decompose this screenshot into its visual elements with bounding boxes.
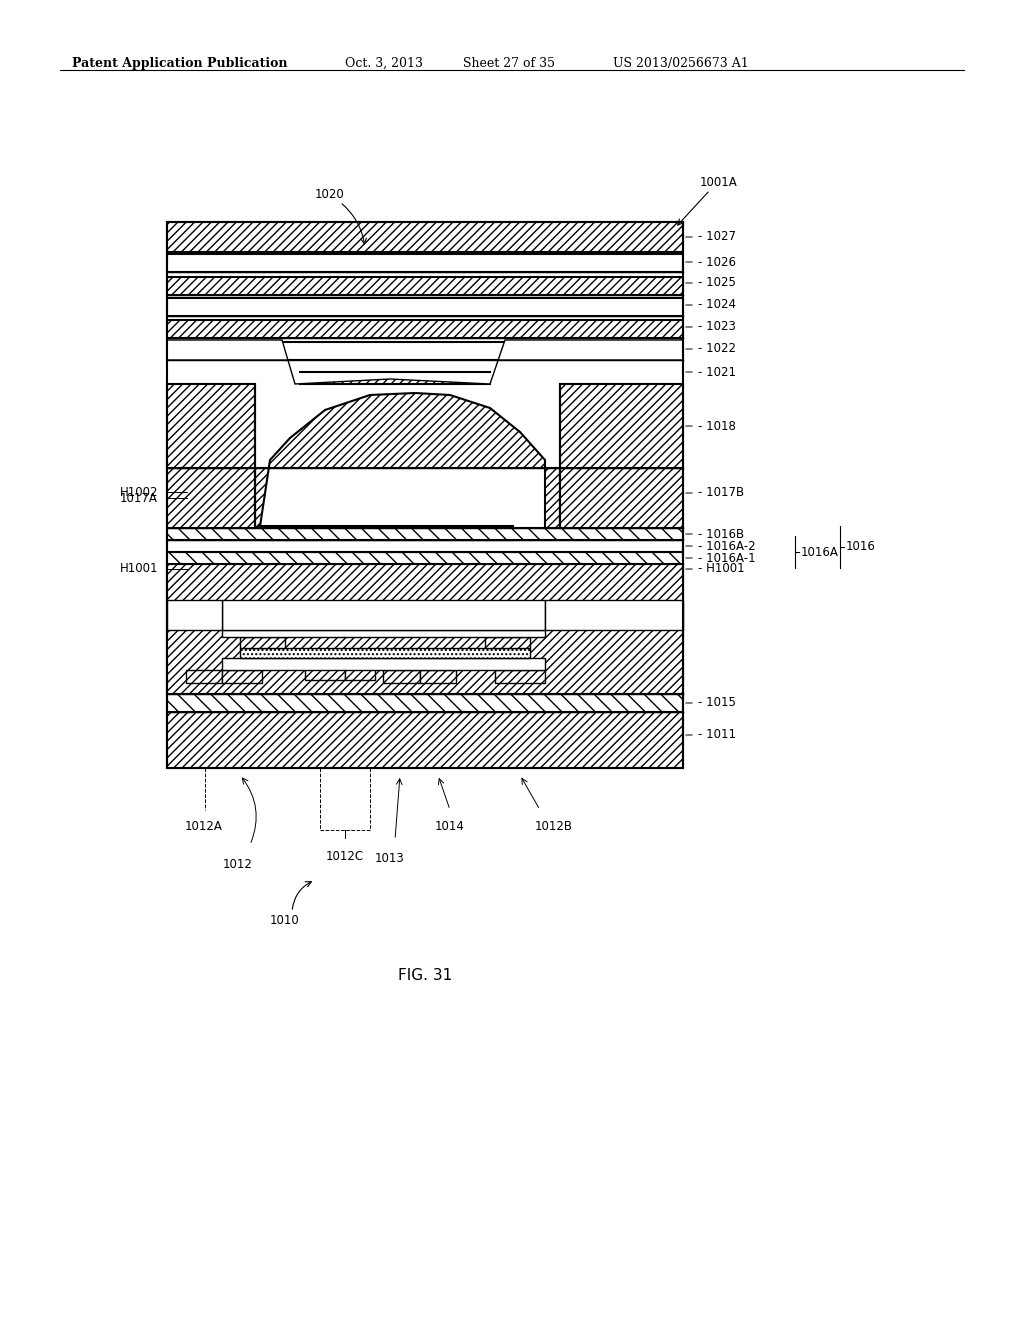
Bar (383, 671, 420, 682)
Bar (240, 536, 530, 552)
Bar (167, 222, 683, 768)
Text: - 1023: - 1023 (698, 321, 736, 334)
Text: 1012: 1012 (223, 858, 253, 871)
Text: - 1015: - 1015 (698, 697, 736, 710)
Bar (240, 648, 530, 657)
Bar (305, 667, 345, 680)
Bar (222, 630, 545, 638)
Text: H1001: H1001 (120, 562, 158, 576)
Bar (167, 540, 683, 552)
Text: - 1026: - 1026 (698, 256, 736, 268)
Polygon shape (167, 341, 683, 384)
Bar (167, 564, 683, 694)
Text: Patent Application Publication: Patent Application Publication (72, 57, 288, 70)
Text: 1012B: 1012B (535, 820, 573, 833)
Text: H1002: H1002 (120, 486, 158, 499)
Bar (167, 455, 218, 469)
Text: - 1025: - 1025 (698, 276, 736, 289)
Text: - 1011: - 1011 (698, 729, 736, 742)
Text: - 1027: - 1027 (698, 231, 736, 243)
Bar (485, 638, 530, 648)
Bar (167, 222, 683, 252)
Text: Oct. 3, 2013: Oct. 3, 2013 (345, 57, 423, 70)
Bar (167, 564, 683, 694)
Bar (300, 372, 490, 384)
Bar (222, 601, 545, 630)
Bar (167, 528, 683, 540)
Bar (167, 384, 255, 469)
Bar (420, 671, 456, 682)
Text: 1016A: 1016A (801, 545, 839, 558)
Text: 1014: 1014 (435, 820, 465, 833)
Bar (495, 671, 545, 682)
Bar (222, 657, 545, 671)
Text: US 2013/0256673 A1: US 2013/0256673 A1 (613, 57, 749, 70)
Text: - 1016B: - 1016B (698, 528, 744, 540)
Text: - 1016A-2: - 1016A-2 (698, 540, 756, 553)
Text: - H1001: - H1001 (698, 562, 744, 576)
Text: 1001A: 1001A (700, 176, 737, 189)
Bar (167, 552, 683, 564)
Bar (167, 711, 683, 768)
Text: 1016: 1016 (846, 540, 876, 553)
Bar (545, 601, 683, 630)
Text: 1010: 1010 (270, 913, 300, 927)
Text: 1020: 1020 (315, 189, 345, 202)
Polygon shape (255, 393, 560, 540)
Bar (167, 601, 222, 630)
Bar (167, 298, 683, 315)
Bar (167, 694, 683, 711)
Bar (186, 671, 222, 682)
Text: Sheet 27 of 35: Sheet 27 of 35 (463, 57, 555, 70)
Text: - 1021: - 1021 (698, 366, 736, 379)
Text: FIG. 31: FIG. 31 (398, 968, 453, 982)
Text: - 1017B: - 1017B (698, 487, 744, 499)
Bar (240, 638, 285, 648)
Bar (222, 671, 262, 682)
Bar (345, 667, 375, 680)
Bar (167, 319, 683, 338)
Text: - 1016A-1: - 1016A-1 (698, 552, 756, 565)
Bar (167, 469, 255, 528)
Bar (167, 342, 683, 360)
Bar (167, 253, 683, 272)
Bar (167, 277, 683, 294)
Text: 1017A: 1017A (120, 491, 158, 504)
Text: - 1022: - 1022 (698, 342, 736, 355)
Bar (560, 469, 683, 528)
Text: 1013: 1013 (375, 851, 404, 865)
Bar (258, 525, 513, 540)
Text: 1012C: 1012C (326, 850, 365, 863)
Bar (560, 384, 683, 469)
Text: 1012A: 1012A (185, 820, 223, 833)
Text: - 1018: - 1018 (698, 420, 736, 433)
Text: - 1024: - 1024 (698, 298, 736, 312)
